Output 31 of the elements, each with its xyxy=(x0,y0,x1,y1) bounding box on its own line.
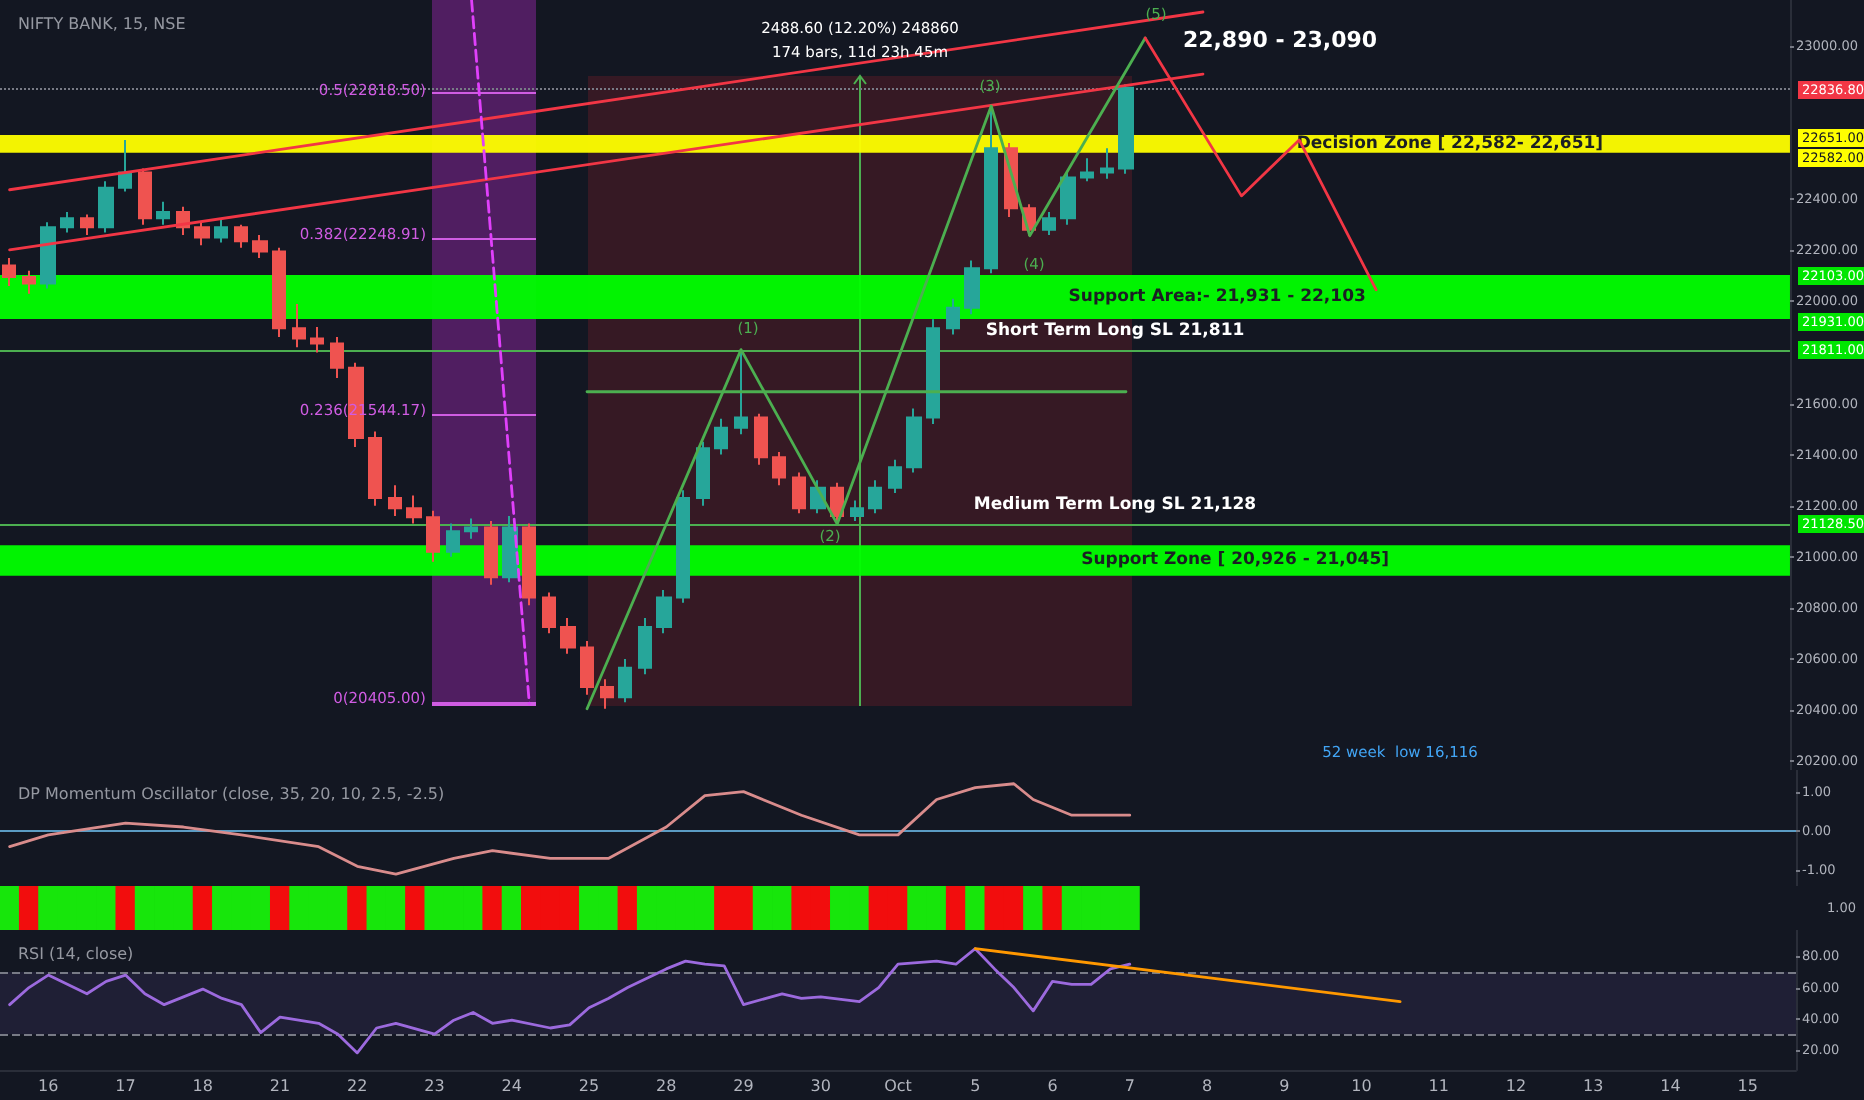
x-tick-label: 17 xyxy=(115,1077,136,1095)
text: RSI (14, close) xyxy=(18,945,134,963)
x-tick-label: 12 xyxy=(1505,1077,1527,1095)
x-tick-label: 11 xyxy=(1428,1077,1449,1095)
x-tick-label: 13 xyxy=(1583,1077,1604,1095)
x-tick-label: 18 xyxy=(192,1077,213,1095)
annotation: 22,890 - 23,090 xyxy=(1182,27,1378,53)
x-tick-label: 30 xyxy=(810,1077,831,1095)
x-tick-label: 8 xyxy=(1201,1077,1213,1095)
x-tick-label: 23 xyxy=(424,1077,445,1095)
x-tick-label: 16 xyxy=(38,1077,59,1095)
x-tick-label: 24 xyxy=(501,1077,522,1095)
x-tick-label: 7 xyxy=(1124,1077,1135,1095)
x-tick-label: 21 xyxy=(269,1077,291,1095)
x-tick-label: 22 xyxy=(347,1077,368,1095)
band-label: Support Zone [ 20,926 - 21,045] xyxy=(1081,550,1390,571)
band-label: Support Area:- 21,931 - 22,103 xyxy=(1068,287,1366,308)
x-tick-label: 15 xyxy=(1737,1077,1758,1095)
x-tick-label: 28 xyxy=(656,1077,677,1095)
x-tick-label: Oct xyxy=(884,1077,912,1095)
x-tick-label: 5 xyxy=(970,1077,981,1095)
x-tick-label: 29 xyxy=(733,1077,754,1095)
ref-line-label: Medium Term Long SL 21,128 xyxy=(973,495,1257,516)
x-tick-label: 6 xyxy=(1047,1077,1058,1095)
text: NIFTY BANK, 15, NSE xyxy=(18,15,186,33)
x-tick-label: 9 xyxy=(1279,1077,1290,1095)
x-tick-label: 14 xyxy=(1660,1077,1681,1095)
text: DP Momentum Oscillator (close, 35, 20, 10, 2.5, -2.5) xyxy=(18,785,445,803)
x-tick-label: 10 xyxy=(1351,1077,1372,1095)
ref-line-label: Short Term Long SL 21,811 xyxy=(985,320,1245,341)
x-tick-label: 25 xyxy=(578,1077,600,1095)
